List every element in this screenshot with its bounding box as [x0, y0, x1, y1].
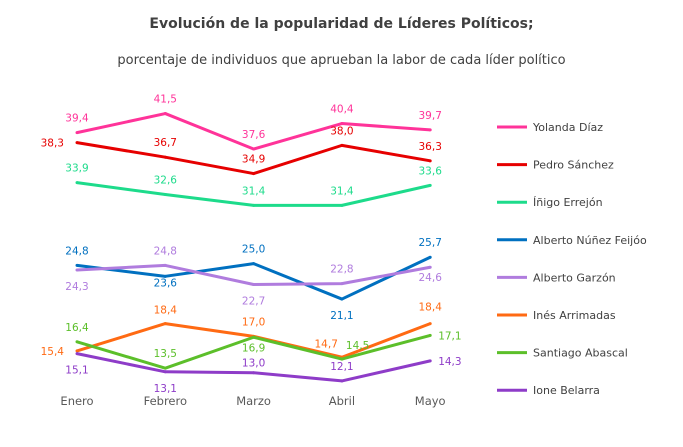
- data-point: [75, 340, 79, 344]
- data-point: [252, 147, 256, 151]
- data-point: [252, 335, 256, 339]
- data-point: [428, 255, 432, 259]
- data-point: [428, 128, 432, 132]
- data-point: [75, 352, 79, 356]
- x-tick-label: Mayo: [415, 394, 446, 408]
- data-point: [428, 359, 432, 363]
- data-label: 31,4: [330, 185, 354, 197]
- legend-entry: Pedro Sánchez: [533, 159, 614, 172]
- data-label: 39,4: [65, 113, 89, 125]
- data-label: 41,5: [154, 94, 177, 106]
- legend-entry: Santiago Abascal: [533, 347, 628, 360]
- x-tick-label: Marzo: [236, 394, 271, 408]
- data-point: [163, 192, 167, 196]
- chart-subtitle: porcentaje de individuos que aprueban la…: [117, 53, 566, 68]
- data-label: 12,1: [330, 361, 353, 373]
- data-label: 40,4: [330, 104, 354, 116]
- data-point: [75, 131, 79, 135]
- data-label: 14,7: [315, 338, 338, 350]
- data-point: [75, 181, 79, 185]
- data-point: [340, 122, 344, 126]
- data-point: [252, 283, 256, 287]
- data-point: [428, 183, 432, 187]
- data-point: [252, 371, 256, 375]
- legend-entry: Alberto Núñez Feijóo: [533, 234, 647, 247]
- data-label: 14,5: [346, 340, 369, 352]
- data-point: [340, 282, 344, 286]
- data-label: 24,8: [65, 245, 88, 257]
- data-label: 18,4: [154, 305, 178, 317]
- data-point: [252, 203, 256, 207]
- data-point: [252, 262, 256, 266]
- data-label: 17,0: [242, 316, 265, 328]
- data-label: 39,7: [419, 110, 442, 122]
- legend-entry: Ione Belarra: [533, 384, 600, 397]
- data-point: [75, 263, 79, 267]
- data-label: 38,3: [41, 138, 64, 150]
- data-label: 23,6: [154, 277, 178, 289]
- chart-title: Evolución de la popularidad de Líderes P…: [149, 16, 534, 32]
- data-label: 15,4: [41, 346, 65, 358]
- data-point: [75, 268, 79, 272]
- legend-entry: Íñigo Errejón: [533, 196, 603, 209]
- data-point: [428, 265, 432, 269]
- data-label: 24,8: [154, 245, 177, 257]
- data-label: 33,9: [65, 163, 88, 175]
- data-label: 36,7: [154, 137, 177, 149]
- data-label: 31,4: [242, 185, 266, 197]
- data-point: [252, 172, 256, 176]
- data-label: 38,0: [330, 125, 353, 137]
- data-point: [163, 366, 167, 370]
- data-label: 25,7: [419, 237, 442, 249]
- data-point: [340, 297, 344, 301]
- data-label: 22,7: [242, 296, 265, 308]
- data-label: 32,6: [154, 174, 178, 186]
- data-label: 22,8: [330, 264, 353, 276]
- data-point: [163, 322, 167, 326]
- data-point: [340, 379, 344, 383]
- x-tick-label: Enero: [60, 394, 93, 408]
- data-label: 15,1: [65, 365, 88, 377]
- data-point: [163, 370, 167, 374]
- data-label: 18,4: [419, 302, 443, 314]
- data-label: 21,1: [330, 310, 353, 322]
- legend-entry: Yolanda Díaz: [532, 121, 603, 134]
- data-label: 25,0: [242, 244, 265, 256]
- data-label: 37,6: [242, 129, 266, 141]
- data-point: [75, 141, 79, 145]
- data-label: 13,5: [154, 348, 177, 360]
- x-tick-label: Abril: [329, 394, 355, 408]
- data-label: 14,3: [438, 356, 461, 368]
- data-point: [163, 274, 167, 278]
- data-label: 13,1: [154, 383, 177, 395]
- data-point: [340, 143, 344, 147]
- legend-entry: Alberto Garzón: [533, 271, 616, 284]
- data-label: 24,6: [419, 272, 443, 284]
- legend-entry: Inés Arrimadas: [533, 309, 616, 322]
- data-point: [340, 203, 344, 207]
- data-label: 16,9: [242, 342, 265, 354]
- data-point: [75, 349, 79, 353]
- data-label: 24,3: [65, 281, 88, 293]
- data-point: [163, 112, 167, 116]
- data-point: [428, 333, 432, 337]
- data-label: 33,6: [419, 165, 443, 177]
- data-point: [340, 357, 344, 361]
- data-label: 34,9: [242, 154, 265, 166]
- data-label: 16,4: [65, 322, 89, 334]
- data-point: [428, 322, 432, 326]
- data-label: 36,3: [419, 141, 442, 153]
- data-point: [163, 263, 167, 267]
- data-label: 13,0: [242, 358, 265, 370]
- data-point: [428, 159, 432, 163]
- data-label: 17,1: [438, 330, 461, 342]
- x-tick-label: Febrero: [144, 394, 187, 408]
- data-point: [163, 155, 167, 159]
